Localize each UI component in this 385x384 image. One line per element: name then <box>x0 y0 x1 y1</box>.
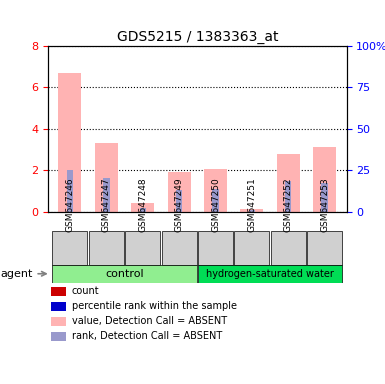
Bar <box>59 73 81 212</box>
FancyBboxPatch shape <box>89 231 124 265</box>
Text: rank, Detection Call = ABSENT: rank, Detection Call = ABSENT <box>72 331 222 341</box>
Bar <box>285 180 291 212</box>
FancyBboxPatch shape <box>307 231 342 265</box>
Bar <box>139 207 146 212</box>
FancyBboxPatch shape <box>52 265 197 283</box>
Bar <box>67 170 73 212</box>
Text: GSM647253: GSM647253 <box>320 177 329 232</box>
Title: GDS5215 / 1383363_at: GDS5215 / 1383363_at <box>117 30 278 44</box>
Bar <box>51 287 66 296</box>
Text: value, Detection Call = ABSENT: value, Detection Call = ABSENT <box>72 316 227 326</box>
Bar <box>212 189 219 212</box>
Text: percentile rank within the sample: percentile rank within the sample <box>72 301 237 311</box>
Text: GSM647249: GSM647249 <box>175 178 184 232</box>
Bar <box>95 143 118 212</box>
Bar <box>249 210 255 212</box>
Bar <box>240 209 263 212</box>
Bar <box>313 147 336 212</box>
Text: hydrogen-saturated water: hydrogen-saturated water <box>206 269 334 279</box>
Bar <box>277 154 300 212</box>
Bar <box>103 177 109 212</box>
Bar <box>176 190 182 212</box>
Text: GSM647247: GSM647247 <box>102 178 111 232</box>
Bar <box>167 172 191 212</box>
Text: agent: agent <box>0 269 46 279</box>
FancyBboxPatch shape <box>162 231 197 265</box>
Text: count: count <box>72 286 100 296</box>
FancyBboxPatch shape <box>234 231 270 265</box>
Bar <box>51 332 66 341</box>
Text: GSM647251: GSM647251 <box>248 177 256 232</box>
FancyBboxPatch shape <box>271 231 306 265</box>
Bar <box>51 317 66 326</box>
FancyBboxPatch shape <box>198 231 233 265</box>
Bar <box>204 169 227 212</box>
FancyBboxPatch shape <box>125 231 160 265</box>
Text: control: control <box>105 269 144 279</box>
FancyBboxPatch shape <box>52 231 87 265</box>
Bar <box>321 183 328 212</box>
FancyBboxPatch shape <box>198 265 342 283</box>
Bar <box>131 204 154 212</box>
Text: GSM647250: GSM647250 <box>211 177 220 232</box>
Text: GSM647248: GSM647248 <box>138 178 147 232</box>
Bar <box>51 302 66 311</box>
Text: GSM647252: GSM647252 <box>284 178 293 232</box>
Text: GSM647246: GSM647246 <box>65 178 74 232</box>
